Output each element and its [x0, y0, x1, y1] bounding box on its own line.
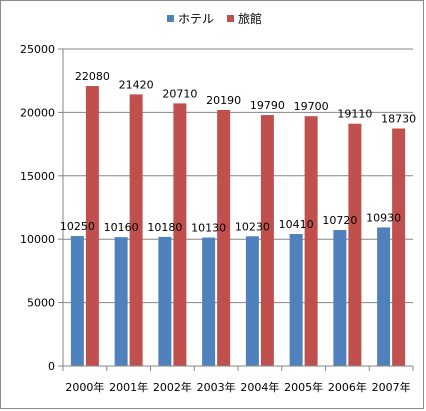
y-tick-label: 10000	[20, 233, 55, 246]
y-tick-label: 15000	[20, 170, 55, 183]
data-label: 22080	[75, 70, 110, 83]
data-label: 10160	[104, 221, 139, 234]
legend-swatch	[227, 15, 234, 22]
x-tick-label: 2000年	[65, 380, 104, 394]
bar-ryokan	[217, 109, 231, 367]
y-tick-label: 5000	[27, 297, 55, 310]
data-label: 10130	[191, 222, 226, 235]
bar-hotel	[245, 236, 259, 366]
bar-ryokan	[392, 128, 406, 366]
data-label: 10180	[147, 221, 182, 234]
bar-ryokan	[348, 123, 362, 366]
x-axis: 2000年 2001年 2002年 2003年 2004年 2005年 2006年 2007年	[62, 365, 414, 394]
data-label: 19110	[337, 108, 372, 121]
bar-hotel	[377, 227, 391, 366]
x-tick-label: 2003年	[197, 380, 236, 394]
bar-hotel	[70, 236, 84, 366]
bar-hotel	[289, 234, 303, 366]
legend-swatch	[167, 15, 174, 22]
data-label: 19790	[250, 99, 285, 112]
y-tick-label: 20000	[20, 106, 55, 119]
x-tick-label: 2002年	[153, 380, 192, 394]
data-label: 21420	[119, 78, 154, 91]
legend: ホテル 旅館	[167, 11, 262, 26]
bars	[70, 86, 406, 367]
bar-hotel	[202, 237, 216, 366]
data-label: 10720	[322, 214, 357, 227]
data-labels: 10250 10160 10180 10130 10230 10410 10720 10930…	[60, 70, 416, 235]
legend-label: ホテル	[178, 12, 214, 26]
x-tick-label: 2004年	[240, 380, 279, 394]
data-label: 10250	[60, 220, 95, 233]
bar-ryokan	[304, 116, 318, 366]
data-label: 19700	[294, 100, 329, 113]
bar-hotel	[158, 236, 172, 366]
data-label: 10230	[235, 220, 270, 233]
x-tick-label: 2007年	[372, 380, 411, 394]
x-tick-label: 2005年	[284, 380, 323, 394]
x-tick-label: 2001年	[109, 380, 148, 394]
data-label: 18730	[381, 113, 416, 126]
bar-ryokan	[173, 103, 187, 366]
data-label: 20190	[206, 94, 241, 107]
bar-ryokan	[260, 115, 274, 366]
x-tick-label: 2006年	[328, 380, 367, 394]
y-tick-label: 0	[48, 360, 55, 373]
bar-ryokan	[129, 94, 143, 366]
data-label: 10410	[279, 218, 314, 231]
data-label: 10930	[366, 211, 401, 224]
legend-label: 旅館	[238, 11, 262, 26]
bar-ryokan	[85, 86, 99, 366]
y-tick-label: 25000	[20, 43, 55, 56]
data-label: 20710	[162, 87, 197, 100]
bar-hotel	[114, 237, 128, 366]
bar-hotel	[333, 230, 347, 366]
y-axis: 0 5000 10000 15000 20000 25000	[20, 43, 64, 373]
